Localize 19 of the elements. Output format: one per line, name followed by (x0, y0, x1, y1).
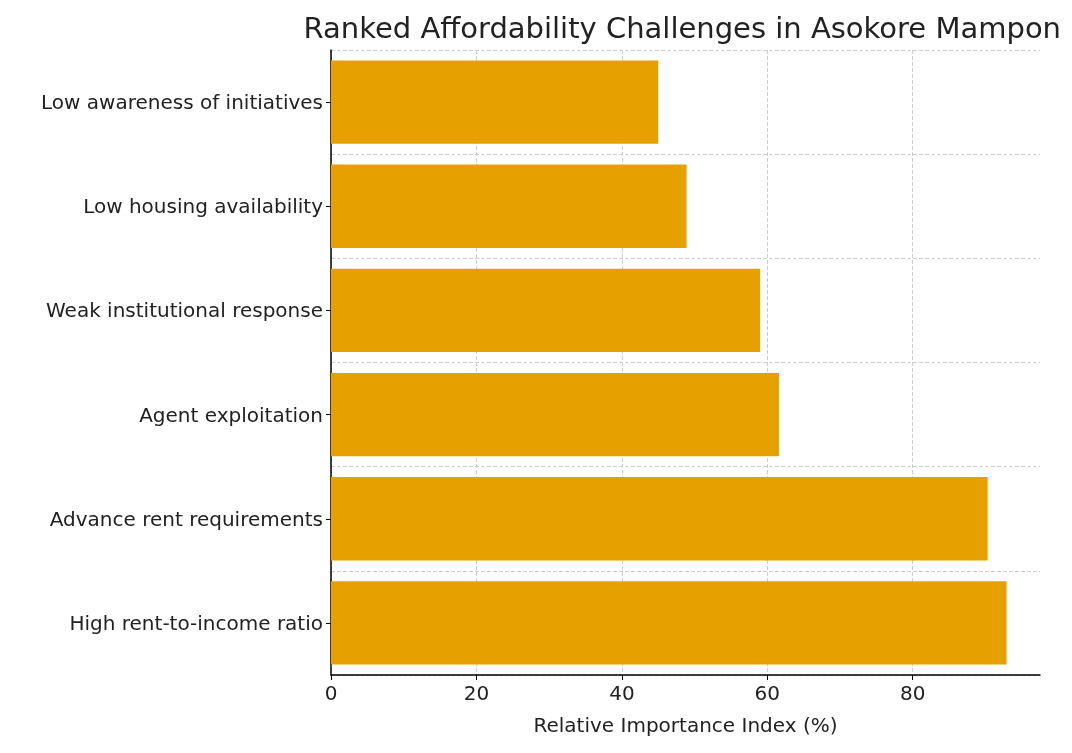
bar (331, 164, 687, 248)
y-tick-label: Weak institutional response (46, 298, 323, 323)
x-tick-label: 0 (324, 681, 338, 705)
y-tick-label: Low housing availability (83, 194, 324, 219)
x-tick-label: 40 (609, 681, 635, 705)
x-tick-label: 60 (754, 681, 781, 705)
bar (331, 581, 1007, 665)
x-tick-label: 80 (900, 681, 926, 705)
bar (331, 372, 779, 457)
bar (331, 268, 761, 353)
x-axis-title: Relative Importance Index (%) (533, 713, 838, 737)
chart-title: Ranked Affordability Challenges in Asokore Mampon (303, 10, 1062, 45)
bar (331, 477, 988, 561)
x-tick-label: 20 (463, 681, 490, 705)
y-tick-label: Advance rent requirements (49, 506, 323, 531)
y-tick-label: Low awareness of initiatives (41, 90, 323, 115)
bar (331, 60, 659, 144)
y-tick-label: Agent exploitation (139, 402, 323, 427)
y-tick-label: High rent-to-income ratio (69, 610, 323, 635)
